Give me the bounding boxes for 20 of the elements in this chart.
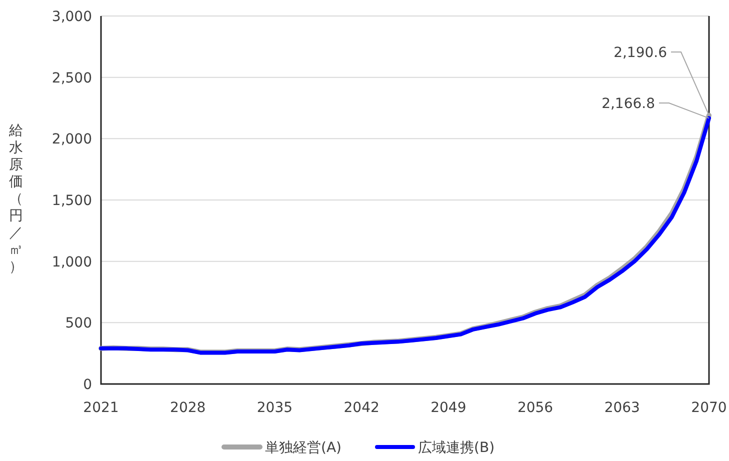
x-tick-label: 2070 [691, 400, 727, 416]
y-tick-label: 3,000 [52, 9, 92, 25]
y-tick-label: 1,500 [52, 193, 92, 209]
x-tick-label: 2042 [344, 400, 380, 416]
legend-label: 広域連携(B) [418, 440, 495, 456]
y-tick-label: 2,500 [52, 70, 92, 86]
y-tick-label: 2,000 [52, 132, 92, 148]
x-tick-label: 2049 [430, 400, 466, 416]
y-tick-label: 500 [65, 316, 92, 332]
x-tick-label: 2063 [604, 400, 640, 416]
legend-label: 単独経営(A) [265, 440, 342, 456]
annotation: 2,190.6 [614, 45, 668, 61]
text: 給水原価（円／㎥） [9, 123, 23, 275]
x-tick-label: 2035 [256, 400, 293, 416]
y-tick-label: 1,000 [52, 254, 92, 270]
x-tick-label: 2021 [83, 400, 119, 416]
x-tick-label: 2028 [170, 400, 206, 416]
y-tick-label: 0 [83, 377, 92, 393]
annotation: 2,166.8 [602, 96, 655, 112]
x-tick-label: 2056 [517, 400, 554, 416]
